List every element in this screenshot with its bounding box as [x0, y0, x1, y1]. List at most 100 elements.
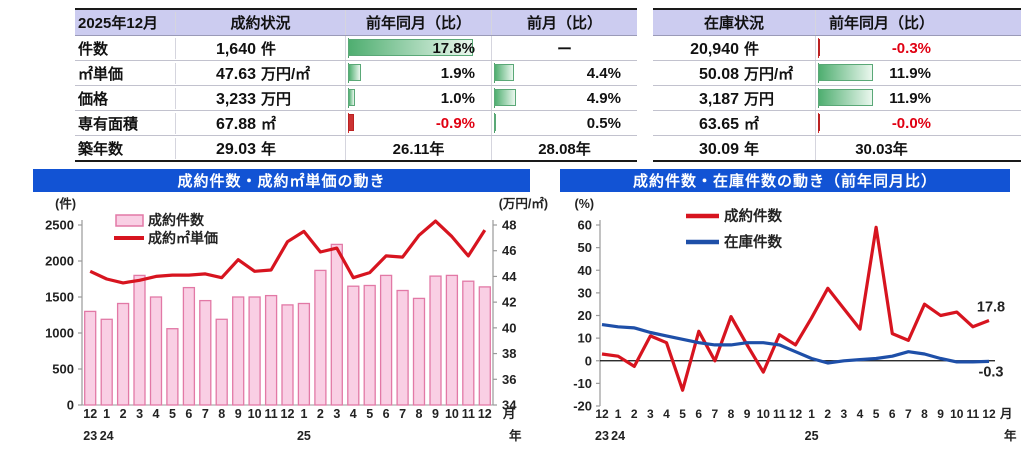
- svg-text:6: 6: [695, 407, 702, 421]
- row-value: 67.88 ㎡: [175, 112, 345, 134]
- bar: [133, 274, 146, 406]
- table-header-row: 在庫状況 前年同月（比）: [653, 10, 1021, 36]
- row-value: 1,640 件: [175, 37, 345, 59]
- svg-text:-20: -20: [573, 399, 592, 414]
- svg-text:40: 40: [578, 263, 592, 278]
- bar: [462, 280, 475, 406]
- yoy-bar: [348, 89, 355, 106]
- yoy-cell: 1.9%: [345, 61, 491, 85]
- svg-text:月: 月: [502, 407, 516, 421]
- mom-bar: [494, 64, 514, 81]
- bar: [363, 284, 376, 406]
- svg-text:5: 5: [679, 407, 686, 421]
- svg-text:10: 10: [757, 407, 771, 421]
- bar: [396, 289, 409, 406]
- svg-text:2000: 2000: [45, 254, 74, 269]
- bar: [215, 318, 228, 406]
- mom-cell: 4.4%: [491, 61, 637, 85]
- svg-text:7: 7: [712, 407, 719, 421]
- bar: [314, 269, 327, 406]
- svg-text:4: 4: [857, 407, 864, 421]
- svg-text:38: 38: [502, 346, 516, 361]
- yoy-cell: 17.8%: [345, 36, 491, 60]
- svg-text:2: 2: [824, 407, 831, 421]
- svg-text:8: 8: [416, 407, 423, 421]
- row-value: 3,233 万円: [175, 87, 345, 109]
- svg-text:44: 44: [502, 269, 517, 284]
- svg-text:8: 8: [218, 407, 225, 421]
- mom-bar: [494, 89, 517, 106]
- svg-text:0: 0: [67, 398, 74, 413]
- table-row-kakaku: 3,187 万円 11.9%: [653, 86, 1021, 111]
- svg-text:10: 10: [248, 407, 262, 421]
- svg-text:5: 5: [169, 407, 176, 421]
- chart-title: 成約件数・在庫件数の動き（前年同月比）: [560, 169, 1010, 192]
- sales-count-price-chart-panel: 成約件数・成約㎡単価の動き 0 500 1000 1500 2000 2500 34 36 38…: [12, 168, 552, 462]
- yoy-bar: [348, 39, 473, 56]
- header-yoy: 前年同月（比）: [815, 10, 947, 35]
- svg-text:(万円/㎡): (万円/㎡): [499, 196, 548, 211]
- price-line: [89, 219, 487, 285]
- bar: [100, 318, 113, 406]
- sales-count-line: [601, 225, 990, 392]
- yoy-cell: 11.9%: [815, 61, 947, 85]
- svg-text:25: 25: [297, 429, 311, 443]
- chart-title: 成約件数・成約㎡単価の動き: [33, 169, 530, 192]
- svg-text:11: 11: [967, 407, 980, 421]
- svg-text:24: 24: [100, 429, 114, 443]
- bar: [429, 275, 442, 406]
- svg-text:11: 11: [264, 407, 277, 421]
- svg-text:9: 9: [744, 407, 751, 421]
- yoy-bar: [818, 114, 820, 131]
- table-row-menseki: 63.65 ㎡ -0.0%: [653, 111, 1021, 136]
- inventory-summary-table: 在庫状況 前年同月（比） 20,940 件 -0.3% 50.08 万円/㎡ 11.…: [653, 8, 1021, 162]
- svg-text:500: 500: [52, 362, 74, 377]
- svg-text:成約件数: 成約件数: [724, 207, 782, 225]
- svg-text:12: 12: [478, 407, 492, 421]
- table-header-row: 2025年12月 成約状況 前年同月（比） 前月（比）: [75, 10, 637, 36]
- svg-text:46: 46: [502, 243, 516, 258]
- row-value: 20,940 件: [690, 40, 760, 58]
- sales-count-bars: [84, 243, 491, 406]
- svg-text:在庫件数: 在庫件数: [724, 233, 782, 251]
- row-value: 29.03 年: [175, 137, 345, 159]
- row-value: 63.65 ㎡: [698, 115, 760, 133]
- row-value: 50.08 万円/㎡: [698, 65, 794, 83]
- bar: [182, 286, 196, 406]
- svg-text:4: 4: [153, 407, 160, 421]
- svg-text:48: 48: [502, 218, 516, 233]
- svg-text:7: 7: [202, 407, 209, 421]
- svg-text:23: 23: [83, 429, 97, 443]
- bar: [297, 302, 311, 406]
- table-row-chikunen: 30.09 年 30.03年: [653, 136, 1021, 160]
- bar: [199, 299, 212, 406]
- row-value: 3,187 万円: [698, 90, 775, 108]
- yoy-bar: [818, 64, 873, 81]
- svg-text:成約件数: 成約件数: [148, 212, 205, 228]
- bar: [232, 296, 245, 406]
- svg-text:10: 10: [950, 407, 964, 421]
- yoy-cell: 26.11年: [345, 136, 491, 160]
- yoy-comparison-chart-panel: 成約件数・在庫件数の動き（前年同月比） 60 50 40 30 20 10 0 -10 -20 (…: [553, 168, 1024, 462]
- table-row-kakaku: 価格 3,233 万円 1.0% 4.9%: [75, 86, 637, 111]
- svg-text:1500: 1500: [45, 290, 74, 305]
- svg-text:12: 12: [595, 407, 609, 421]
- svg-text:2: 2: [317, 407, 324, 421]
- row-value: 30.09 年: [698, 140, 760, 158]
- svg-text:23: 23: [595, 429, 609, 443]
- svg-text:10: 10: [445, 407, 459, 421]
- svg-text:2500: 2500: [45, 218, 74, 233]
- mom-cell: 4.9%: [491, 86, 637, 110]
- yoy-bar: [818, 39, 820, 56]
- svg-text:年: 年: [509, 428, 522, 443]
- svg-text:(件): (件): [55, 196, 76, 211]
- yoy-cell: -0.9%: [345, 111, 491, 135]
- svg-text:1: 1: [615, 407, 622, 421]
- svg-text:36: 36: [502, 372, 516, 387]
- svg-text:20: 20: [578, 308, 592, 323]
- row-value: 47.63 万円/㎡: [175, 62, 345, 84]
- bar: [478, 286, 491, 406]
- header-status: 在庫状況: [703, 15, 764, 32]
- svg-text:5: 5: [873, 407, 880, 421]
